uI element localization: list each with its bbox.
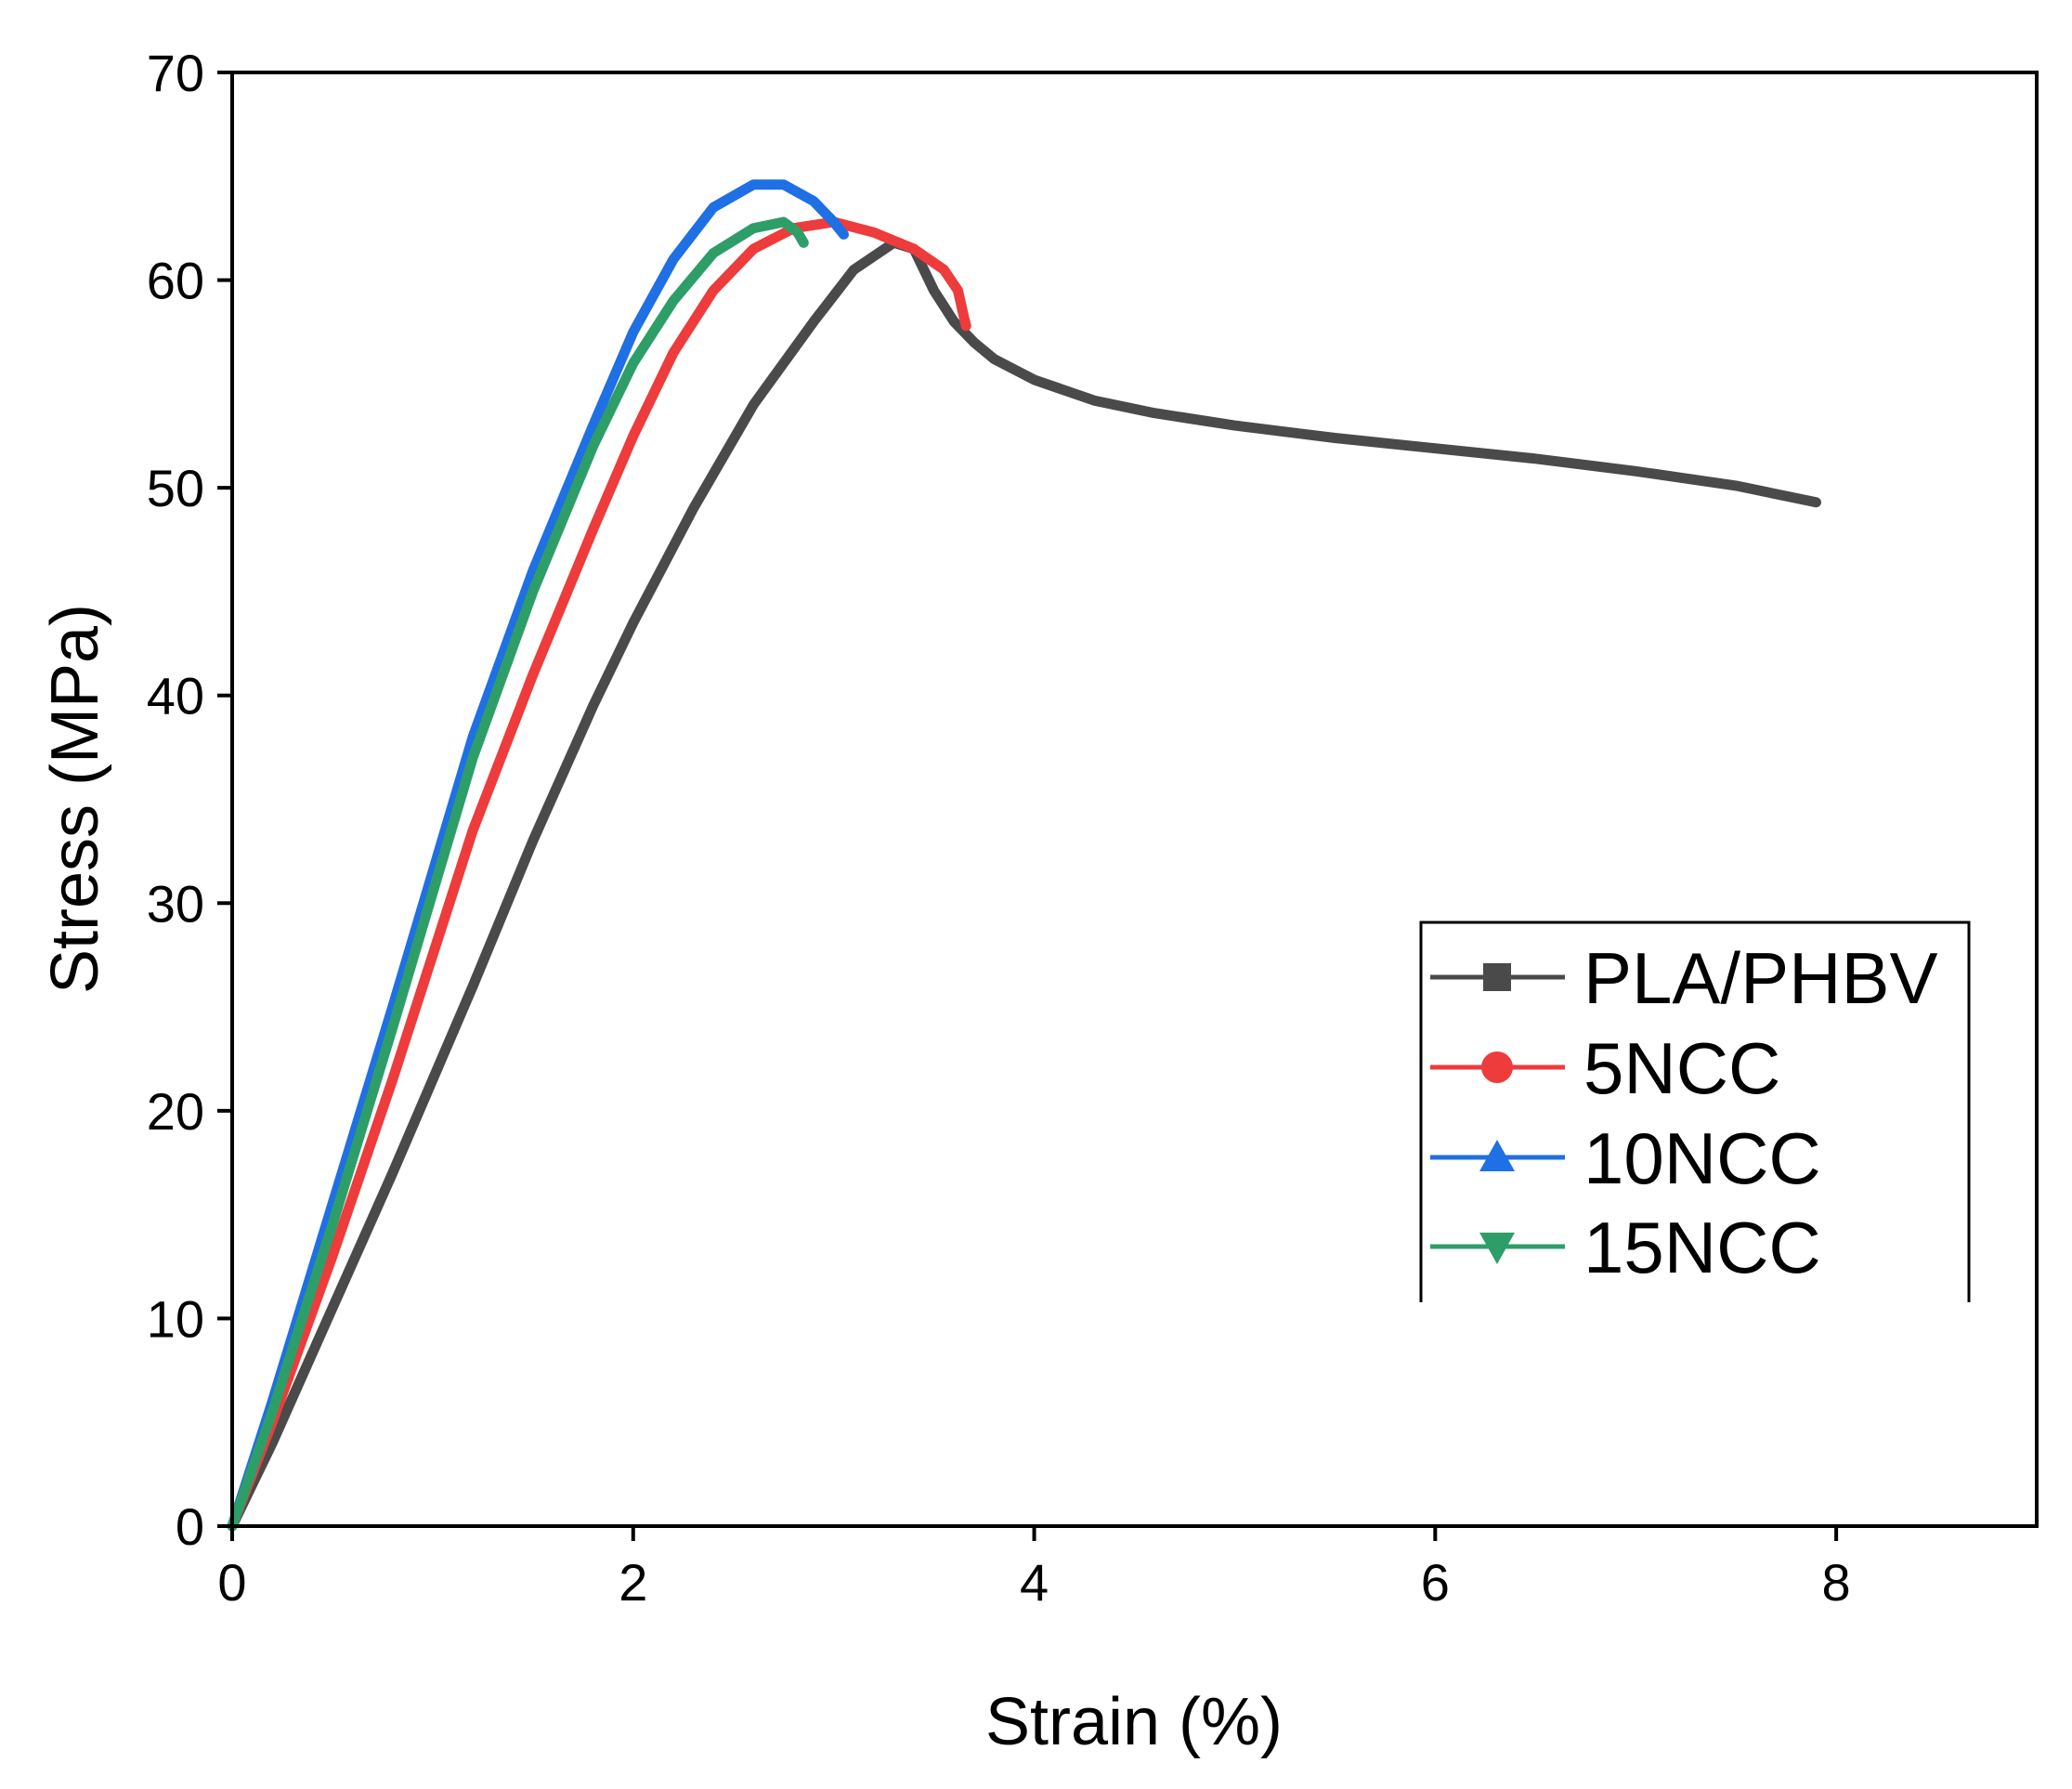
legend-marker-square [1483, 963, 1511, 991]
legend-marker-triangle-down [1479, 1233, 1515, 1264]
legend-marker-circle [1481, 1051, 1513, 1083]
y-tick-label: 60 [147, 252, 204, 310]
x-tick-label: 6 [1421, 1553, 1450, 1612]
y-tick-label: 0 [176, 1497, 204, 1556]
y-tick-label: 40 [147, 667, 204, 725]
plot-frame [230, 71, 2039, 1528]
x-tick-label: 2 [619, 1553, 647, 1612]
series-line-1 [227, 216, 971, 1532]
legend-label: 10NCC [1583, 1117, 1821, 1199]
y-tick-label: 30 [147, 874, 204, 933]
y-tick-label: 70 [147, 44, 204, 102]
x-axis-title: Strain (%) [985, 1685, 1283, 1759]
y-tick-label: 20 [147, 1082, 204, 1141]
x-tick-label: 8 [1822, 1553, 1851, 1612]
series-layer [227, 179, 1821, 1532]
legend-frame [1419, 921, 1971, 1302]
series-line-3 [227, 216, 809, 1532]
legend-label: 15NCC [1583, 1207, 1821, 1288]
y-tick-label: 50 [147, 459, 204, 517]
legend-label: 5NCC [1583, 1027, 1780, 1109]
series-line-2 [227, 179, 849, 1532]
ticks-layer: 0 2 4 6 8 0 10 20 30 40 50 60 70 [147, 44, 1851, 1612]
y-tick-label: 10 [147, 1289, 204, 1348]
y-axis-title: Stress (MPa) [38, 604, 112, 994]
x-tick-label: 4 [1020, 1553, 1049, 1612]
x-tick-label: 0 [217, 1553, 246, 1612]
legend-marker-triangle-up [1479, 1140, 1515, 1171]
legend-label: PLA/PHBV [1583, 937, 1938, 1019]
